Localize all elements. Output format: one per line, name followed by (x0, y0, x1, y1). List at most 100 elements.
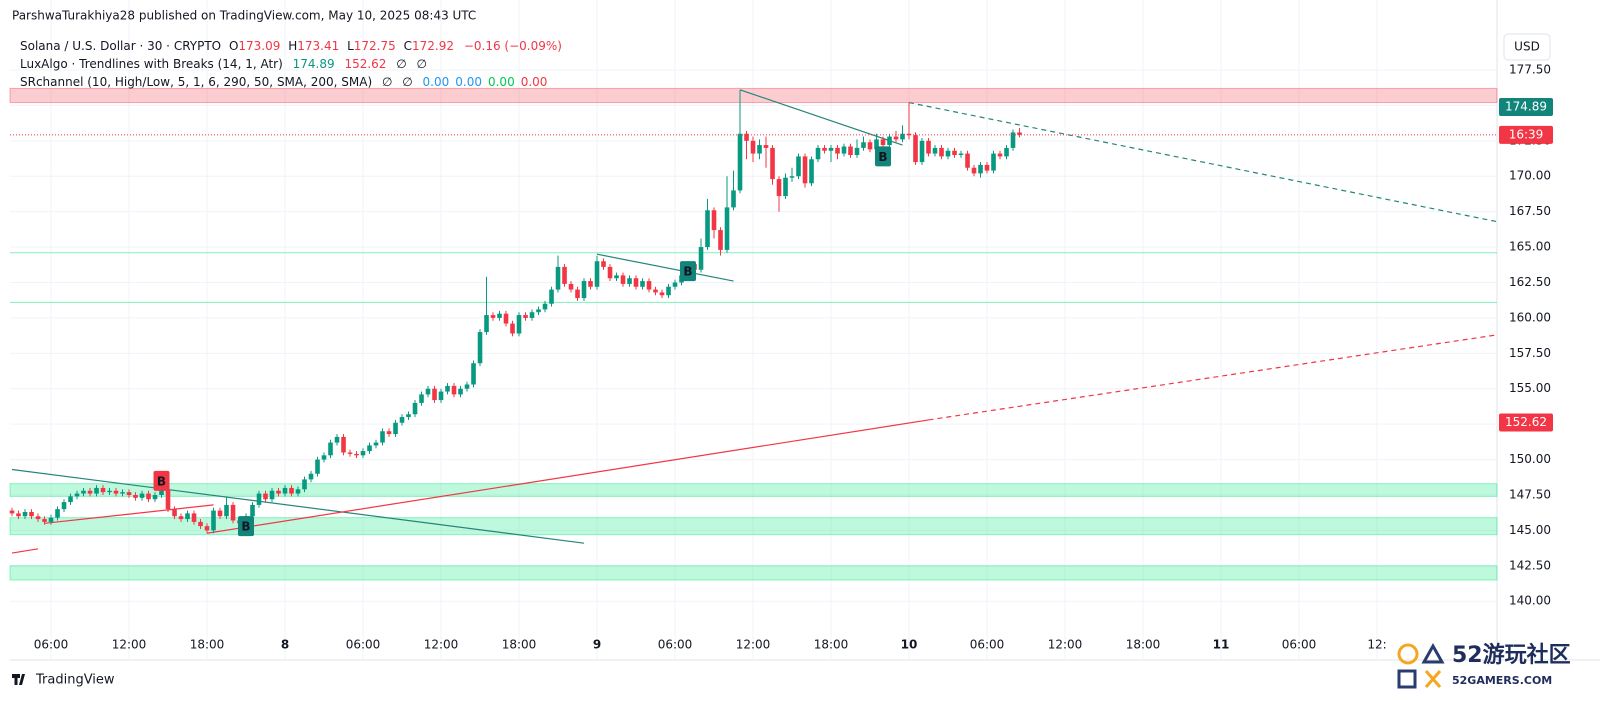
y-tick-label: 157.50 (1509, 346, 1551, 360)
candle-body (711, 210, 717, 231)
candle-body (549, 289, 554, 304)
legend-lux: LuxAlgo · Trendlines with Breaks (14, 1,… (20, 57, 427, 71)
signal-marker (153, 470, 170, 491)
candle-body (484, 315, 489, 333)
candle-body (984, 164, 990, 171)
candle-body (360, 451, 366, 456)
candle-body (198, 521, 203, 527)
candle-body (16, 513, 21, 517)
candle-body (737, 133, 743, 191)
candle-body (783, 177, 788, 197)
candle-body (529, 312, 535, 318)
candle-body (633, 278, 639, 287)
candle-body (42, 519, 47, 522)
candle-body (120, 492, 125, 494)
x-tick-label: 9 (593, 638, 601, 652)
legend-main: Solana / U.S. Dollar · 30 · CRYPTO O173.… (20, 39, 562, 53)
signal-marker (238, 516, 255, 537)
x-tick-label: 8 (281, 638, 289, 652)
candle-body (724, 207, 730, 250)
sr-value: 0.00 (521, 75, 548, 89)
candle-body (731, 190, 736, 208)
candle-body (607, 266, 613, 279)
trendline (11, 548, 39, 554)
candle-body (393, 422, 398, 435)
candle-body (55, 509, 60, 518)
candle-body (919, 140, 925, 163)
candle-body (646, 281, 652, 290)
candle-body (61, 502, 67, 510)
price-tag (1499, 125, 1553, 144)
candle-body (887, 136, 892, 146)
candle-body (536, 309, 541, 313)
o-value: 173.09 (238, 39, 280, 53)
candle-body (614, 275, 619, 279)
change: −0.16 (−0.09%) (464, 39, 562, 53)
candle-body (835, 147, 840, 154)
candle-body (373, 442, 379, 446)
candle-body (828, 147, 834, 151)
candle-body (321, 455, 327, 460)
x-tick-label: 12:00 (736, 638, 771, 652)
x-tick-label: 12:00 (1048, 638, 1083, 652)
candle-body (854, 147, 860, 155)
plot: 140.00142.50145.00147.50150.00152.50155.… (9, 0, 1600, 661)
candle-body (705, 210, 710, 248)
candle-body (211, 510, 216, 531)
candle-body (217, 510, 223, 517)
candle-body (477, 332, 483, 364)
y-tick-label: 142.50 (1509, 558, 1551, 572)
candle-body (172, 509, 177, 517)
sr-na: ∅ (402, 75, 412, 89)
candle-body (204, 526, 210, 531)
candle-body (568, 283, 574, 290)
candle-body (302, 479, 307, 490)
candle-body (510, 323, 515, 334)
candle-body (880, 139, 886, 146)
candle-body (796, 156, 801, 177)
candle-body (295, 489, 301, 494)
candle-body (412, 402, 418, 415)
candle-body (178, 516, 184, 520)
signal-label: B (878, 150, 887, 164)
currency-button[interactable] (1503, 33, 1551, 61)
candle-body (165, 489, 171, 510)
candle-body (126, 492, 132, 495)
x-tick-label: 10 (901, 638, 918, 652)
trendline (908, 101, 1497, 223)
candle-body (770, 147, 775, 180)
candle-body (952, 150, 957, 155)
candle-body (562, 266, 567, 284)
x-tick-label: 06:00 (1282, 638, 1317, 652)
candle-body (471, 363, 476, 385)
candle-body (991, 153, 996, 171)
candle-body (822, 147, 827, 151)
candle-body (146, 493, 151, 500)
l-value: 172.75 (354, 39, 396, 53)
candle-body (315, 459, 320, 474)
signal-marker (875, 146, 892, 167)
y-tick-label: 140.00 (1509, 594, 1551, 608)
candle-body (139, 493, 145, 498)
candle-body (152, 494, 158, 500)
candle-body (627, 278, 632, 284)
y-tick-label: 150.00 (1509, 452, 1551, 466)
y-tick-label: 177.50 (1509, 62, 1551, 76)
y-tick-label: 167.50 (1509, 204, 1551, 218)
candle-body (367, 445, 372, 452)
currency[interactable]: USD (1514, 40, 1540, 54)
trendline (928, 334, 1497, 421)
sr-zone (9, 517, 1498, 536)
candle-body (35, 516, 41, 520)
candle-body (666, 286, 671, 296)
candle-body (913, 135, 918, 163)
candle-body (997, 153, 1003, 157)
candle-body (594, 261, 600, 287)
trendline (11, 468, 585, 544)
candle-body (464, 384, 470, 389)
c-value: 172.92 (412, 39, 454, 53)
candle-body (776, 179, 782, 197)
candle-body (861, 142, 866, 148)
candle-body (958, 153, 964, 155)
candle-body (380, 431, 385, 443)
